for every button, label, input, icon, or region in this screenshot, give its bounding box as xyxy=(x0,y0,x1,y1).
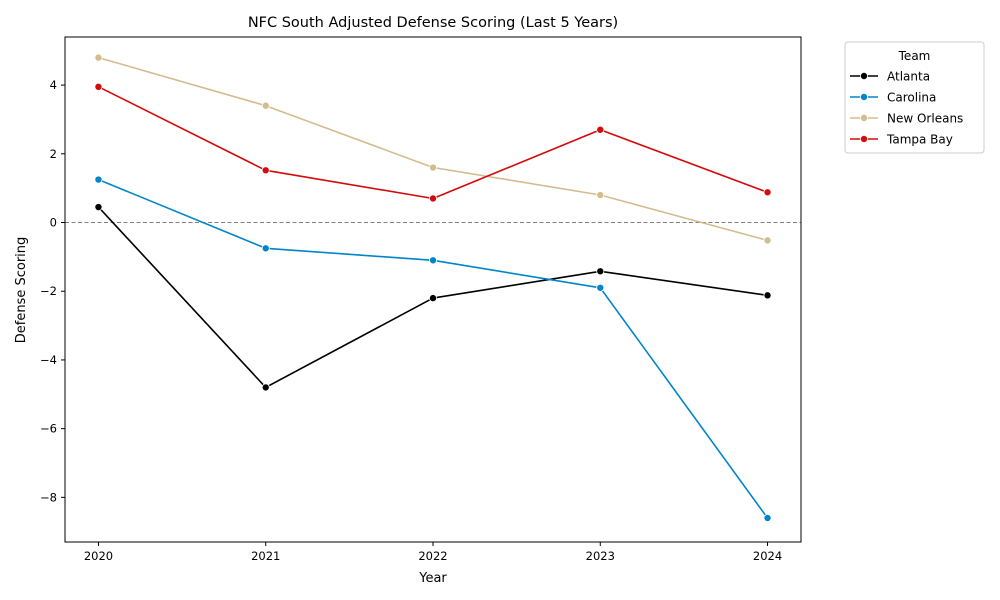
y-tick-label: 0 xyxy=(50,216,57,230)
plot-area: 2020 2021 2022 2023 2024 −8 −6 −4 −2 0 2 4 xyxy=(40,36,802,563)
data-point-tampa-bay xyxy=(94,82,103,91)
data-point-new-orleans xyxy=(428,163,437,172)
x-tick-label: 2023 xyxy=(586,549,615,563)
data-point-atlanta xyxy=(261,383,270,392)
legend-label-new-orleans: New Orleans xyxy=(887,112,963,126)
y-tick-label: 2 xyxy=(50,147,57,161)
data-point-atlanta xyxy=(94,203,103,212)
x-tick-label: 2021 xyxy=(251,549,280,563)
x-axis-label: Year xyxy=(418,571,447,586)
x-tick-label: 2022 xyxy=(418,549,447,563)
data-point-tampa-bay xyxy=(261,166,270,175)
legend: Team Atlanta Carolina New Orleans Tampa Bay xyxy=(844,41,985,154)
data-point-atlanta xyxy=(428,294,437,303)
y-tick-label: −2 xyxy=(40,284,57,298)
data-point-carolina xyxy=(763,513,772,522)
data-point-carolina xyxy=(428,256,437,265)
legend-marker-new-orleans xyxy=(860,114,869,123)
legend-marker-carolina xyxy=(860,93,869,102)
data-point-tampa-bay xyxy=(428,194,437,203)
data-point-carolina xyxy=(261,244,270,253)
legend-box xyxy=(844,41,985,154)
legend-label-tampa-bay: Tampa Bay xyxy=(886,133,953,147)
data-point-carolina xyxy=(94,175,103,184)
data-point-tampa-bay xyxy=(596,125,605,134)
data-point-new-orleans xyxy=(596,191,605,200)
y-tick-label: −8 xyxy=(40,490,57,504)
y-tick-label: −6 xyxy=(40,422,57,436)
x-tick-label: 2020 xyxy=(84,549,113,563)
y-axis-label: Defense Scoring xyxy=(14,237,29,344)
y-tick-label: 4 xyxy=(50,78,57,92)
legend-label-carolina: Carolina xyxy=(887,91,936,105)
data-point-atlanta xyxy=(763,291,772,300)
data-point-new-orleans xyxy=(261,101,270,110)
legend-label-atlanta: Atlanta xyxy=(887,70,930,84)
x-tick-label: 2024 xyxy=(753,549,782,563)
data-point-carolina xyxy=(596,283,605,292)
legend-title: Team xyxy=(898,49,931,63)
chart-title: NFC South Adjusted Defense Scoring (Last… xyxy=(248,15,618,31)
data-point-new-orleans xyxy=(94,53,103,62)
legend-marker-atlanta xyxy=(860,72,869,81)
data-point-new-orleans xyxy=(763,236,772,245)
data-point-tampa-bay xyxy=(763,188,772,197)
legend-marker-tampa-bay xyxy=(860,134,869,143)
y-tick-label: −4 xyxy=(40,353,57,367)
data-point-atlanta xyxy=(596,267,605,276)
